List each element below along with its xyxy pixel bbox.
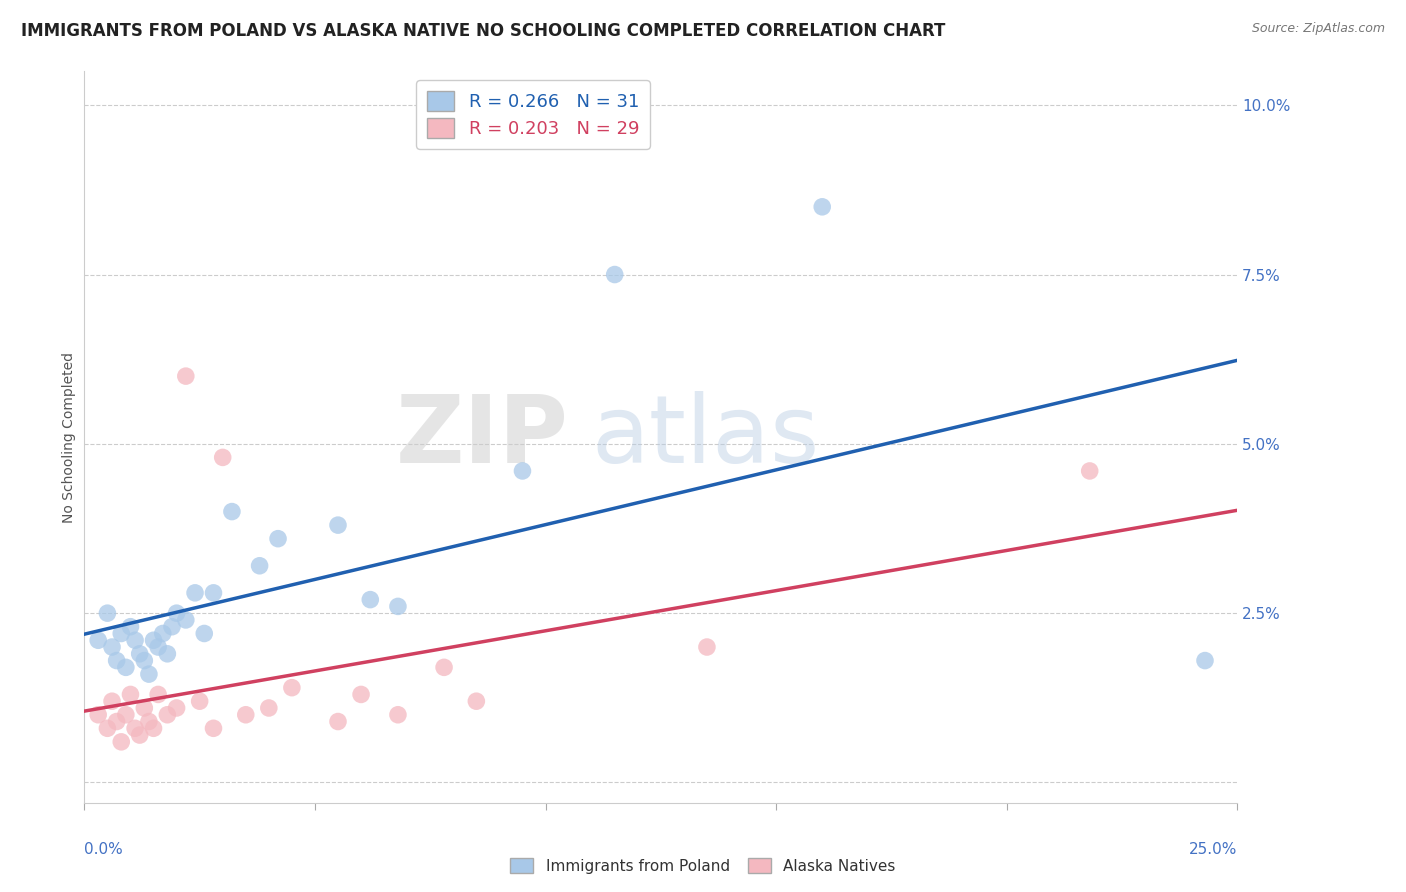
Y-axis label: No Schooling Completed: No Schooling Completed [62,351,76,523]
Point [152,626,174,640]
Point [134,654,156,668]
Point [166,701,188,715]
Point [257,701,280,715]
Point [142,633,165,648]
Legend: Immigrants from Poland, Alaska Natives: Immigrants from Poland, Alaska Natives [505,852,901,880]
Text: 25.0%: 25.0% [1189,842,1237,856]
Point [184,586,207,600]
Point [124,633,146,648]
Point [202,721,225,735]
Text: Source: ZipAtlas.com: Source: ZipAtlas.com [1251,22,1385,36]
Point [211,450,233,465]
Point [811,200,834,214]
Point [146,688,169,702]
Point [387,707,409,722]
Point [101,694,124,708]
Point [465,694,488,708]
Point [156,647,179,661]
Point [174,369,197,384]
Point [160,620,183,634]
Point [87,707,110,722]
Point [142,721,165,735]
Point [87,633,110,648]
Point [120,688,142,702]
Point [96,606,118,620]
Text: 0.0%: 0.0% [84,842,124,856]
Point [138,667,160,681]
Point [156,707,179,722]
Point [105,714,128,729]
Text: IMMIGRANTS FROM POLAND VS ALASKA NATIVE NO SCHOOLING COMPLETED CORRELATION CHART: IMMIGRANTS FROM POLAND VS ALASKA NATIVE … [21,22,945,40]
Point [188,694,211,708]
Point [267,532,290,546]
Point [120,620,142,634]
Point [115,707,138,722]
Point [128,728,150,742]
Point [221,505,243,519]
Point [105,654,128,668]
Point [101,640,124,654]
Point [96,721,118,735]
Point [433,660,456,674]
Point [326,518,349,533]
Point [134,701,156,715]
Point [138,714,160,729]
Point [326,714,349,729]
Point [281,681,304,695]
Point [235,707,257,722]
Point [115,660,138,674]
Legend: R = 0.266   N = 31, R = 0.203   N = 29: R = 0.266 N = 31, R = 0.203 N = 29 [416,80,650,149]
Point [110,626,132,640]
Point [359,592,381,607]
Point [1194,654,1216,668]
Text: ZIP: ZIP [395,391,568,483]
Point [166,606,188,620]
Point [174,613,197,627]
Point [387,599,409,614]
Point [110,735,132,749]
Point [146,640,169,654]
Point [512,464,534,478]
Point [249,558,271,573]
Point [193,626,215,640]
Point [128,647,150,661]
Point [202,586,225,600]
Point [603,268,626,282]
Point [696,640,718,654]
Text: atlas: atlas [592,391,820,483]
Point [350,688,373,702]
Point [124,721,146,735]
Point [1078,464,1101,478]
